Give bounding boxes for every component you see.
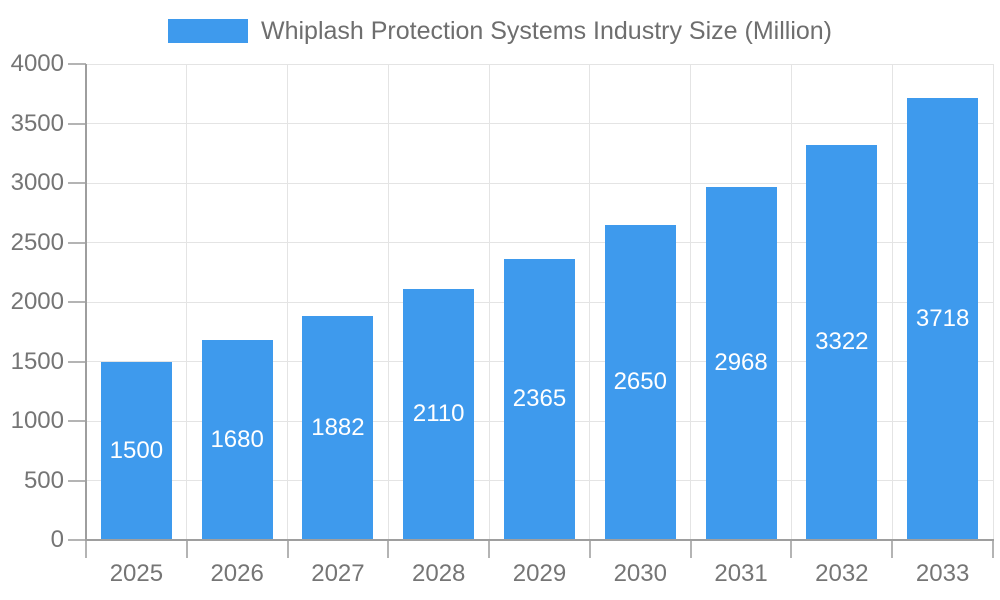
y-axis-label: 1500 [10, 347, 64, 375]
x-axis-tick [185, 540, 188, 558]
bar: 1882 [302, 316, 374, 540]
v-gridline [488, 64, 490, 540]
bar: 2365 [504, 258, 575, 540]
x-axis-tick [790, 540, 793, 558]
y-axis-label: 500 [23, 466, 64, 494]
h-gridline [86, 182, 993, 184]
y-axis-label: 3500 [10, 109, 64, 137]
x-axis-label: 2028 [412, 560, 466, 587]
bar-value-label: 3322 [815, 328, 869, 356]
bar: 1680 [201, 340, 273, 540]
x-axis-tick [286, 540, 289, 558]
y-axis-line [85, 64, 87, 541]
bar-value-label: 1680 [210, 426, 264, 454]
h-gridline [86, 242, 993, 243]
h-gridline [86, 63, 993, 65]
y-axis-tick [68, 301, 86, 303]
y-axis-label: 0 [50, 526, 64, 553]
x-axis-label: 2032 [815, 560, 869, 587]
x-axis-tick [85, 540, 87, 558]
x-axis-tick [891, 540, 894, 558]
x-axis-line [85, 539, 994, 541]
bar: 3718 [907, 97, 979, 540]
bar-value-label: 1500 [109, 436, 164, 464]
y-axis-tick [68, 63, 86, 65]
bar: 1500 [100, 361, 172, 540]
y-axis-label: 1000 [10, 407, 64, 434]
v-gridline [992, 64, 994, 540]
y-axis-label: 2500 [10, 228, 64, 256]
legend-label: Whiplash Protection Systems Industry Siz… [260, 17, 833, 45]
y-axis-label: 3000 [10, 169, 64, 196]
y-axis-tick [68, 182, 86, 184]
legend-item[interactable]: Whiplash Protection Systems Industry Siz… [0, 17, 1000, 45]
x-axis-tick [488, 540, 491, 558]
v-gridline [387, 64, 389, 540]
y-axis-tick [68, 420, 86, 422]
bar: 2650 [604, 224, 676, 540]
bar: 2968 [705, 186, 777, 540]
y-axis-tick [68, 241, 86, 244]
v-gridline [790, 64, 792, 540]
bar-value-label: 3718 [915, 304, 970, 332]
x-axis-label: 2025 [109, 560, 164, 587]
h-gridline [86, 123, 993, 124]
y-axis-tick [68, 479, 86, 482]
x-axis-tick [387, 540, 390, 558]
x-axis-tick [689, 540, 692, 558]
y-axis-label: 2000 [10, 288, 64, 315]
bar: 3322 [806, 144, 878, 540]
x-axis-label: 2029 [512, 560, 567, 587]
legend-swatch-icon [167, 19, 248, 43]
v-gridline [690, 64, 692, 540]
bar-value-label: 2365 [512, 385, 567, 413]
x-axis-label: 2033 [915, 560, 970, 587]
x-axis-tick [588, 540, 591, 558]
x-axis-label: 2030 [613, 560, 667, 587]
v-gridline [186, 64, 188, 540]
v-gridline [287, 64, 289, 540]
bar-value-label: 2110 [412, 400, 465, 428]
y-axis-tick [68, 360, 86, 363]
x-axis-tick [992, 540, 994, 558]
y-axis-tick [68, 122, 86, 125]
y-axis-label: 4000 [10, 50, 64, 77]
bar: 2110 [403, 288, 475, 540]
v-gridline [589, 64, 591, 540]
x-axis-label: 2027 [311, 560, 365, 587]
v-gridline [891, 64, 893, 540]
x-axis-label: 2031 [714, 560, 768, 587]
y-axis-tick [68, 539, 86, 541]
x-axis-label: 2026 [210, 560, 264, 587]
bar-value-label: 1882 [311, 414, 365, 441]
bar-value-label: 2650 [613, 368, 667, 396]
bar-value-label: 2968 [714, 349, 768, 377]
